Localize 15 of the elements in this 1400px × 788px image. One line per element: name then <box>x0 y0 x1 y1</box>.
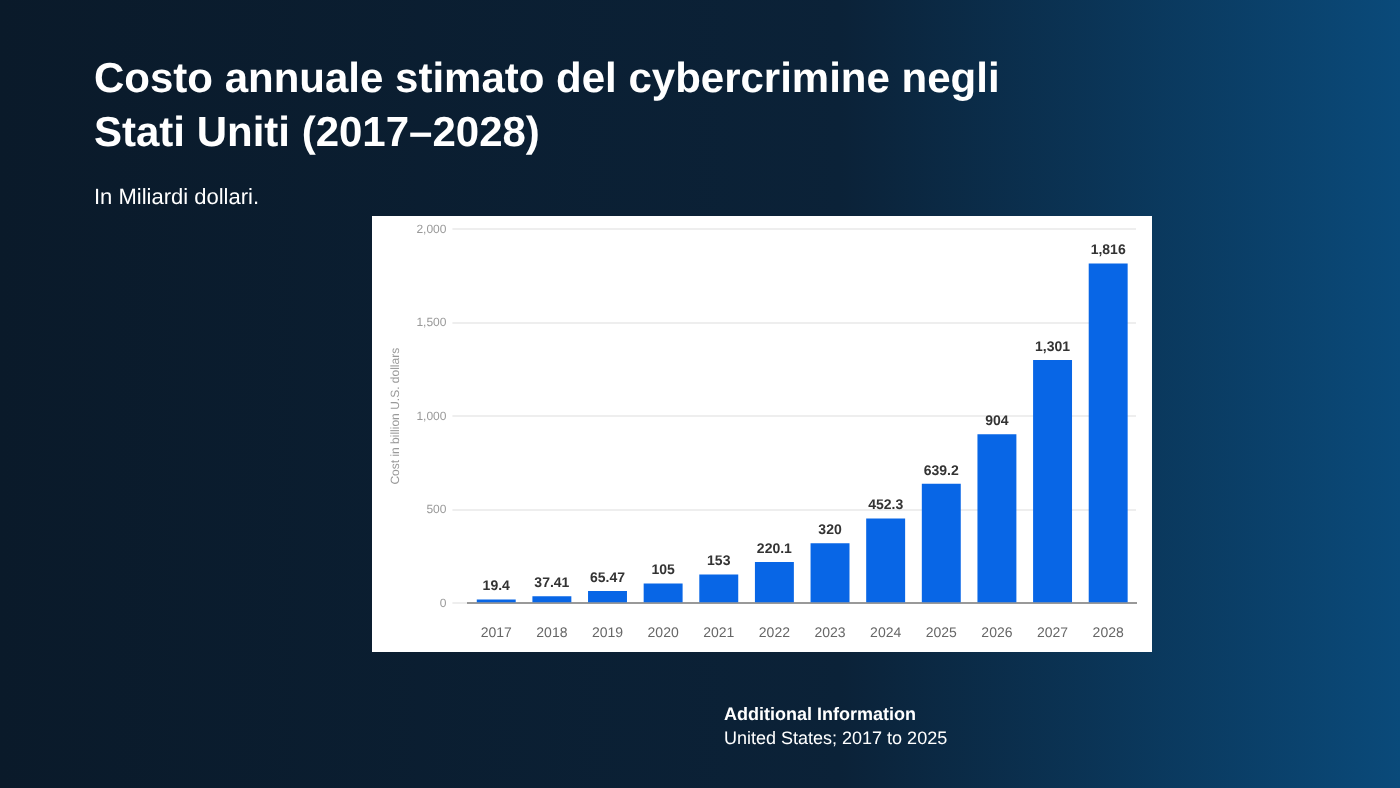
bar <box>977 434 1017 603</box>
bar <box>588 590 627 603</box>
bar <box>810 543 850 603</box>
text: In Miliardi dollari. <box>94 186 260 210</box>
bar <box>754 562 794 603</box>
text: United States; 2017 to 2025 <box>724 726 948 750</box>
bar <box>1088 263 1128 603</box>
chart-title: Costo annuale stimato del cybercrimine negli Stati Uniti (2017–2028) <box>94 54 1002 160</box>
bar <box>921 483 961 603</box>
bar <box>532 596 572 603</box>
text: Additional Information <box>724 702 918 726</box>
bar <box>643 583 683 603</box>
bar <box>699 574 739 603</box>
bar <box>1033 359 1073 603</box>
bar <box>866 518 906 603</box>
